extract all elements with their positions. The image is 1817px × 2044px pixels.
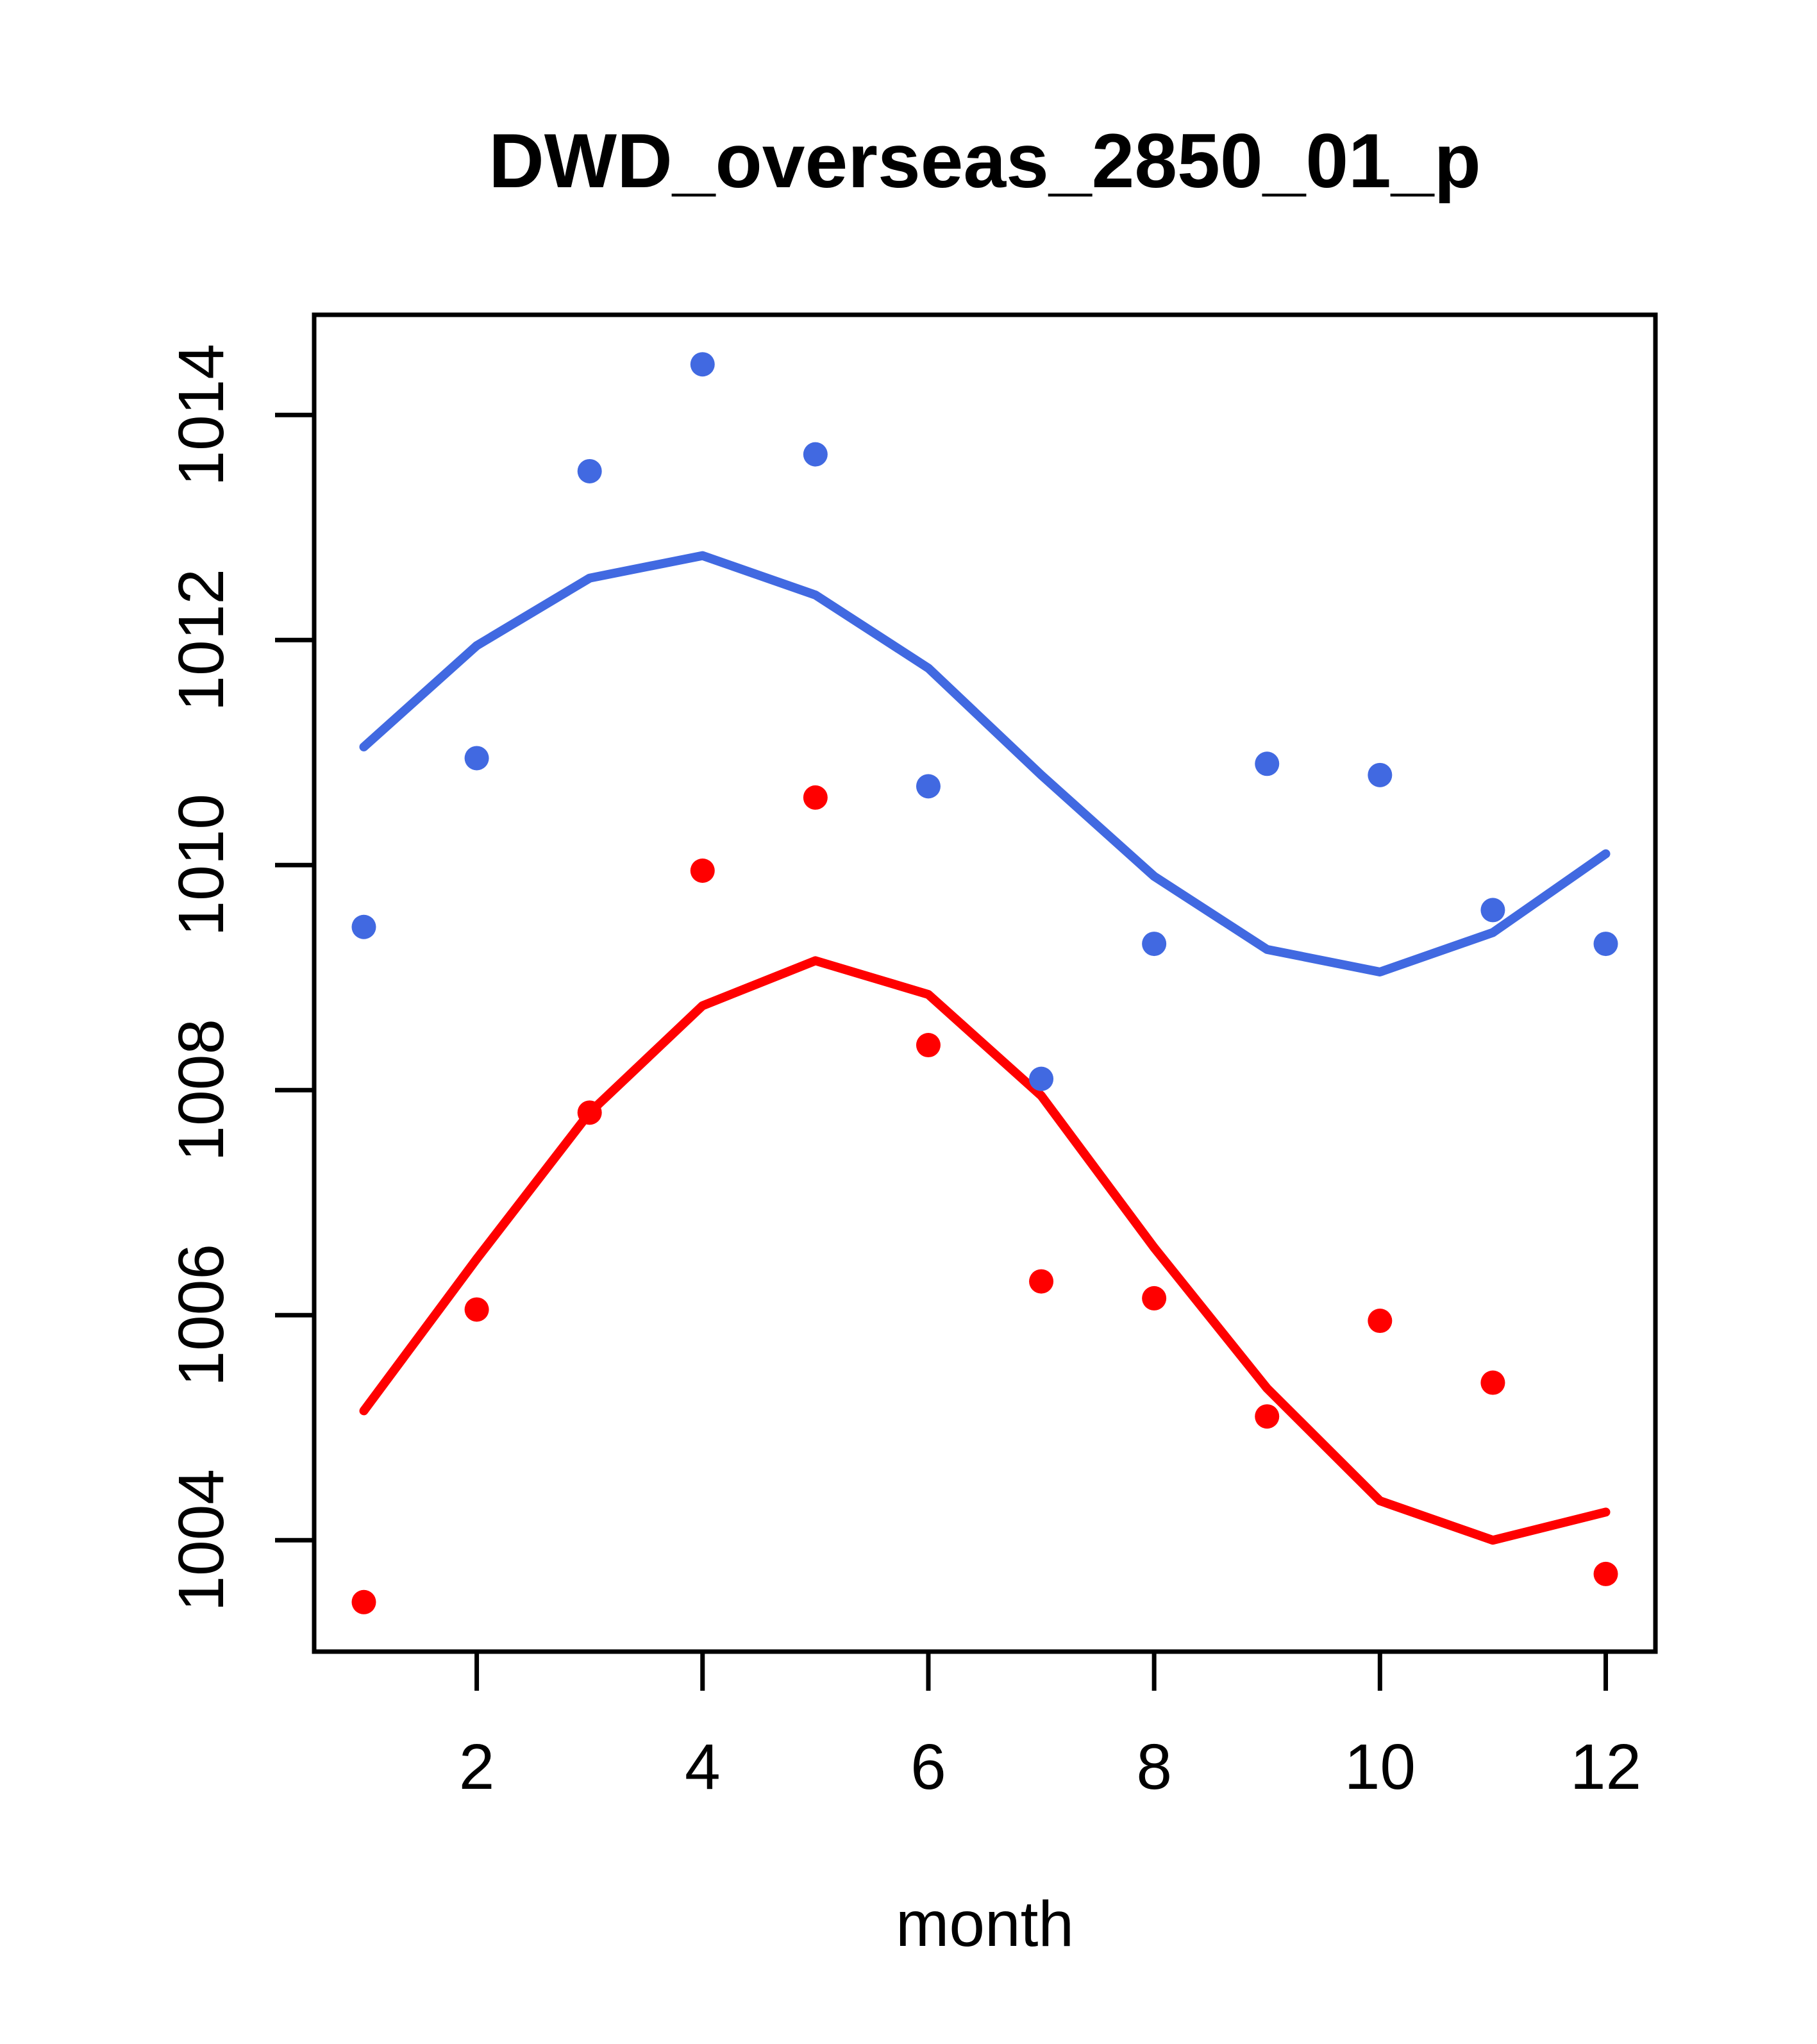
data-point xyxy=(1480,898,1505,923)
data-point xyxy=(690,352,715,377)
y-tick-label: 1004 xyxy=(165,1469,237,1611)
y-tick-label: 1008 xyxy=(165,1019,237,1161)
data-point xyxy=(1255,751,1280,776)
data-point xyxy=(1593,1561,1618,1586)
data-point xyxy=(464,1297,489,1322)
y-tick-label: 1014 xyxy=(165,344,237,486)
data-point xyxy=(351,914,376,939)
plot-box xyxy=(312,312,1658,1654)
data-point xyxy=(1142,1286,1167,1311)
data-point xyxy=(803,785,828,810)
data-point xyxy=(1255,1404,1280,1429)
y-tick-label: 1006 xyxy=(165,1244,237,1386)
x-tick-label: 4 xyxy=(685,1731,721,1803)
data-point xyxy=(916,1033,941,1058)
data-point xyxy=(1029,1269,1054,1294)
data-point xyxy=(577,458,602,483)
data-point xyxy=(916,774,941,799)
data-point xyxy=(351,1589,376,1614)
data-point xyxy=(1368,1309,1393,1334)
red-observed-points xyxy=(351,785,1618,1614)
data-point xyxy=(464,746,489,771)
data-point xyxy=(803,442,828,467)
data-point xyxy=(690,858,715,883)
blue-trend-line xyxy=(359,551,1611,976)
y-tick-label: 1010 xyxy=(165,794,237,936)
data-point xyxy=(1029,1066,1054,1091)
series-layer xyxy=(351,352,1618,1614)
data-point xyxy=(1480,1370,1505,1395)
x-tick-label: 6 xyxy=(910,1731,946,1803)
data-point xyxy=(1593,932,1618,957)
y-tick-label: 1012 xyxy=(165,569,237,711)
x-tick-label: 12 xyxy=(1570,1731,1641,1803)
blue-observed-points xyxy=(351,352,1618,1091)
x-tick-label: 2 xyxy=(459,1731,495,1803)
x-tick-label: 8 xyxy=(1136,1731,1172,1803)
data-point xyxy=(577,1100,602,1125)
data-point xyxy=(1368,762,1393,787)
plot-title: DWD_overseas_2850_01_p xyxy=(489,118,1481,204)
x-tick-label: 10 xyxy=(1344,1731,1416,1803)
red-trend-line xyxy=(359,956,1611,1545)
x-axis-label: month xyxy=(896,1888,1074,1960)
data-point xyxy=(1142,932,1167,957)
